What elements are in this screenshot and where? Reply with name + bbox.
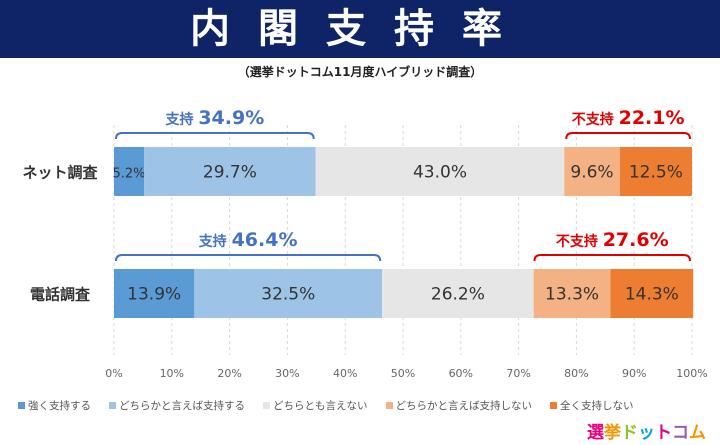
data-label: 5.2% <box>113 167 146 182</box>
legend-item: 強く支持する <box>18 398 91 413</box>
bracket <box>533 254 691 262</box>
data-label: 43.0% <box>413 163 467 183</box>
data-label: 13.9% <box>127 285 181 305</box>
bar-segment <box>533 269 611 318</box>
annotation: 不支持 27.6% <box>556 229 669 251</box>
data-label: 26.2% <box>431 285 485 305</box>
x-tick-label: 80% <box>564 367 588 380</box>
legend-item: どちらとも言えない <box>263 398 368 413</box>
bar-segment <box>564 147 620 196</box>
bar-segment <box>114 269 195 318</box>
category-label: 電話調査 <box>30 286 91 304</box>
x-tick-label: 50% <box>391 367 415 380</box>
bracket <box>115 254 382 262</box>
bar-segment <box>114 147 145 196</box>
x-tick-label: 10% <box>160 367 184 380</box>
bar-segment <box>315 147 565 196</box>
legend-item: 全く支持しない <box>550 398 634 413</box>
category-label: ネット調査 <box>22 164 98 182</box>
legend: 強く支持する どちらかと言えば支持する どちらとも言えない どちらかと言えば支持しない… <box>18 398 634 413</box>
bar-segment <box>610 269 694 318</box>
bracket <box>115 132 315 140</box>
legend-item: どちらかと言えば支持しない <box>385 398 532 413</box>
x-tick-label: 20% <box>217 367 241 380</box>
bracket <box>565 132 691 140</box>
x-tick-label: 100% <box>676 367 707 380</box>
x-tick-label: 0% <box>105 367 122 380</box>
data-label: 14.3% <box>625 285 679 305</box>
logo: 選挙ドットコム <box>587 423 706 443</box>
x-tick-label: 70% <box>506 367 530 380</box>
data-label: 32.5% <box>261 285 315 305</box>
x-tick-label: 30% <box>275 367 299 380</box>
bar-segment <box>382 269 534 318</box>
data-label: 12.5% <box>629 163 683 183</box>
bar-segment <box>619 147 692 196</box>
data-label: 9.6% <box>570 163 613 183</box>
x-tick-label: 90% <box>622 367 646 380</box>
data-label: 29.7% <box>203 163 257 183</box>
subtitle: （選挙ドットコム11月度ハイブリッド調査） <box>237 65 483 79</box>
x-tick-label: 60% <box>449 367 473 380</box>
bar-segment <box>144 147 316 196</box>
annotation: 支持 34.9% <box>164 107 264 129</box>
page-title: 内閣支持率 <box>0 0 720 58</box>
legend-item: どちらかと言えば支持する <box>109 398 245 413</box>
annotation: 不支持 22.1% <box>572 107 685 129</box>
bar-segment <box>194 269 383 318</box>
x-tick-label: 40% <box>333 367 357 380</box>
annotation: 支持 46.4% <box>198 229 298 251</box>
data-label: 13.3% <box>545 285 599 305</box>
